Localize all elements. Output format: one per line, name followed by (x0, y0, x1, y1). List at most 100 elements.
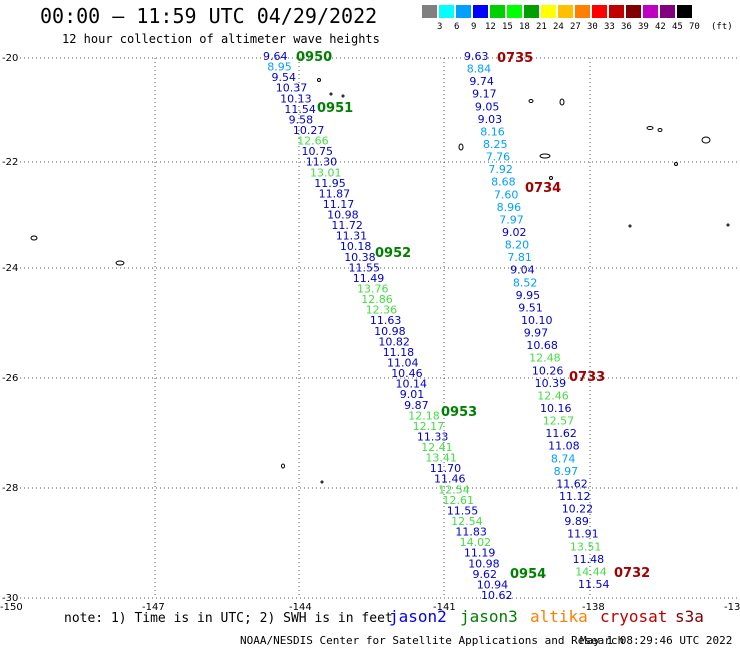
island-outline (30, 235, 38, 241)
scale-label: 9 (471, 22, 477, 32)
swh-value: 7.60 (494, 188, 519, 201)
scale-swatch (676, 4, 693, 19)
pass-time-label: 0954 (510, 567, 546, 582)
swh-value: 9.17 (472, 88, 497, 101)
island-outline (115, 260, 125, 266)
swh-value: 12.18 (408, 409, 440, 422)
credit-text: NOAA/NESDIS Center for Satellite Applica… (240, 634, 625, 647)
swh-value: 11.33 (417, 431, 449, 444)
lat-label: -30 (2, 593, 18, 604)
swh-value: 11.72 (331, 219, 363, 232)
scale-label: 18 (519, 22, 530, 32)
scale-swatch (438, 4, 455, 19)
swh-value: 10.18 (340, 240, 372, 253)
pass-time-label: 0733 (569, 370, 605, 385)
satellite-legend-altika: altika (530, 607, 588, 626)
pass-time-label: 0734 (525, 181, 561, 196)
scale-swatch (574, 4, 591, 19)
island-outline (628, 224, 632, 228)
swh-value: 10.75 (302, 145, 334, 158)
pass-time-label: 0732 (614, 566, 650, 581)
swh-value: 9.54 (272, 71, 297, 84)
lat-label: -22 (2, 157, 18, 168)
swh-value: 12.41 (421, 441, 453, 454)
swh-value: 13.01 (310, 166, 342, 179)
swh-value: 11.17 (323, 198, 355, 211)
island-outline (320, 480, 324, 484)
island-outline (559, 98, 565, 106)
satellite-legend-jason2: jason2 (389, 607, 447, 626)
lon-label: -138 (582, 602, 605, 613)
island-outline (341, 94, 345, 98)
swh-value: 8.95 (267, 61, 292, 74)
swh-value: 12.57 (543, 415, 575, 428)
scale-label: 30 (587, 22, 598, 32)
swh-value: 12.17 (413, 420, 445, 433)
lat-label: -24 (2, 263, 18, 274)
scale-unit: (ft) (711, 22, 733, 32)
island-outline (317, 78, 321, 82)
scale-swatch (540, 4, 557, 19)
swh-value: 11.48 (573, 553, 605, 566)
pass-time-label: 0950 (296, 50, 332, 65)
swh-value: 10.98 (374, 325, 406, 338)
island-outline (528, 99, 534, 103)
swh-value: 10.98 (468, 557, 500, 570)
scale-label: 42 (655, 22, 666, 32)
swh-value: 10.13 (280, 92, 312, 105)
swh-value: 11.54 (284, 103, 316, 116)
swh-value: 14.44 (575, 565, 607, 578)
track-labels: 9.648.959.5410.3710.1311.549.5810.2712.6… (263, 50, 650, 602)
swh-value: 11.87 (319, 187, 351, 200)
lat-label: -28 (2, 483, 18, 494)
swh-value: 11.31 (336, 230, 368, 243)
scale-label: 21 (536, 22, 547, 32)
swh-value: 8.96 (497, 201, 521, 214)
lon-label: -144 (289, 602, 312, 613)
swh-value: 10.94 (477, 578, 509, 591)
scale-swatch (472, 4, 489, 19)
swh-value: 11.91 (567, 528, 599, 541)
generated-timestamp: May 1 08:29:46 UTC 2022 (580, 634, 733, 647)
swh-value: 8.68 (491, 176, 515, 189)
satellite-legend-s3a: s3a (675, 607, 704, 626)
island-outline (549, 176, 553, 180)
swh-value: 11.55 (447, 505, 479, 518)
scale-label: 39 (638, 22, 649, 32)
swh-value: 8.84 (467, 63, 492, 76)
swh-value: 9.51 (518, 301, 543, 314)
island-outline (657, 128, 663, 132)
color-scale-labels: 3 6 9 12 15 18 21 24 27 30 33 36 39 42 45 70 (ft) (421, 19, 740, 32)
pass-time-label: 0951 (317, 101, 353, 116)
swh-value: 10.26 (532, 364, 564, 377)
swh-value: 8.20 (505, 239, 530, 252)
swh-value: 11.19 (464, 547, 496, 560)
swh-value: 10.98 (327, 209, 359, 222)
map-title: 00:00 — 11:59 UTC 04/29/2022 (40, 4, 378, 28)
scale-swatch (455, 4, 472, 19)
swh-value: 9.01 (400, 388, 425, 401)
scale-label: 27 (570, 22, 581, 32)
island-outline (646, 126, 654, 130)
swh-value: 9.03 (478, 113, 503, 126)
swh-value: 9.64 (263, 50, 288, 63)
swh-value: 14.02 (460, 536, 492, 549)
swh-value: 11.83 (455, 526, 487, 539)
scale-swatch (608, 4, 625, 19)
island-outline (281, 463, 285, 469)
swh-value: 10.16 (540, 402, 572, 415)
swh-value: 12.86 (361, 293, 393, 306)
scale-swatch (523, 4, 540, 19)
swh-value: 7.76 (486, 151, 511, 164)
scale-label: 70 (689, 22, 700, 32)
lon-label: -147 (142, 602, 165, 613)
swh-value: 11.95 (314, 177, 346, 190)
swh-value: 10.38 (344, 251, 376, 264)
swh-value: 10.27 (293, 124, 325, 137)
color-scale-legend: 3 6 9 12 15 18 21 24 27 30 33 36 39 42 45 70 (ft) (421, 4, 740, 32)
swh-value: 8.25 (483, 138, 508, 151)
swh-value: 11.04 (387, 357, 419, 370)
swh-value: 11.18 (383, 346, 415, 359)
scale-label: 24 (553, 22, 564, 32)
swh-value: 11.30 (306, 156, 338, 169)
